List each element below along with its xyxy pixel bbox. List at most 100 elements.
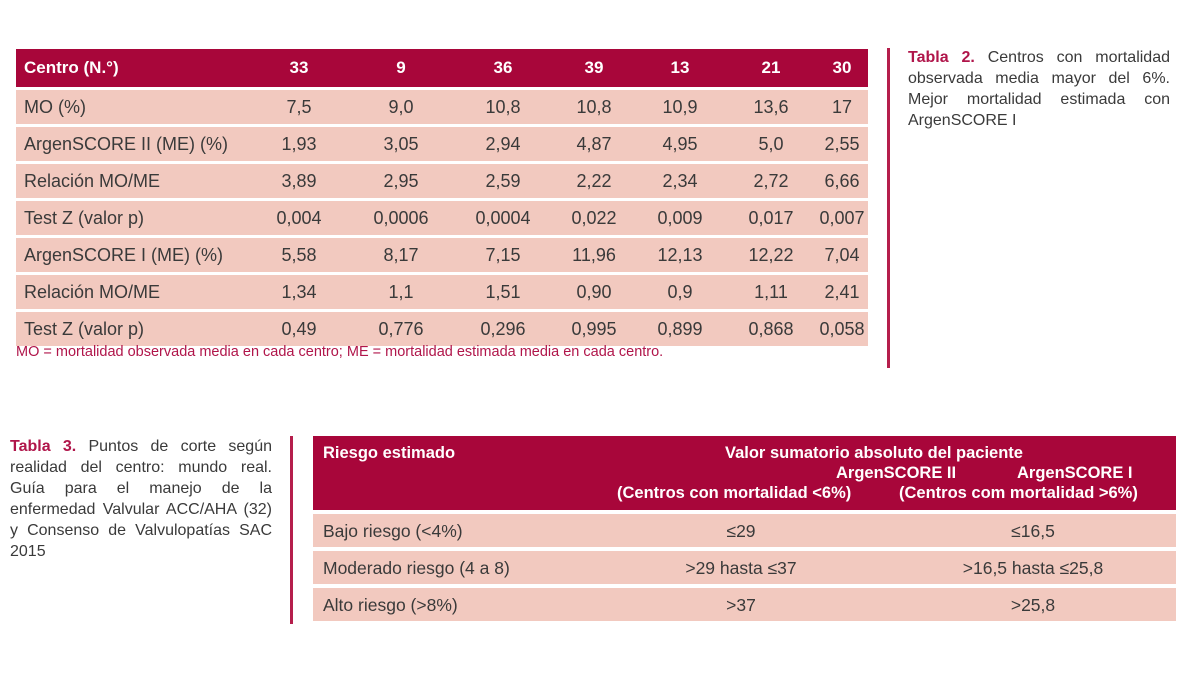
table-cell: 0,022 [554, 198, 634, 235]
table-row: Test Z (valor p) 0,49 0,776 0,296 0,995 … [16, 309, 868, 346]
table-cell: 10,8 [554, 87, 634, 124]
table-3-caption: Tabla 3. Puntos de corte según realidad … [10, 436, 272, 562]
risk-label: Moderado riesgo (4 a 8) [323, 558, 510, 578]
row-label: ArgenSCORE II (ME) (%) [16, 124, 248, 161]
row-label: Relación MO/ME [16, 272, 248, 309]
table-cell: 2,55 [816, 124, 868, 161]
header-cell: 36 [452, 49, 554, 87]
table-cell: 0,017 [726, 198, 816, 235]
table-cell: 7,04 [816, 235, 868, 272]
argenscore-ii-value: >29 hasta ≤37 [685, 558, 797, 578]
table-row: Relación MO/ME 1,34 1,1 1,51 0,90 0,9 1,… [16, 272, 868, 309]
table-cell: 3,05 [350, 124, 452, 161]
header-argenscore-ii: ArgenSCORE II [836, 464, 957, 482]
caption-text: Centros con mortalidad observada media m… [908, 49, 1170, 129]
row-label: Test Z (valor p) [16, 309, 248, 346]
table-cell: 12,22 [726, 235, 816, 272]
table-cell: 2,41 [816, 272, 868, 309]
risk-label: Alto riesgo (>8%) [323, 595, 458, 615]
table-cell: 1,51 [452, 272, 554, 309]
table-cell: 7,5 [248, 87, 350, 124]
table-cell: 4,95 [634, 124, 726, 161]
table-row: Alto riesgo (>8%) >37 >25,8 [313, 588, 1176, 621]
header-argenscore-i: ArgenSCORE I [1017, 464, 1133, 482]
row-label: Relación MO/ME [16, 161, 248, 198]
argenscore-ii-value: ≤29 [726, 521, 756, 541]
header-cell: 33 [248, 49, 350, 87]
table-cell: 0,776 [350, 309, 452, 346]
table-cell: 10,9 [634, 87, 726, 124]
table-2: Centro (N.°) 33 9 36 39 13 21 30 MO (%) … [16, 49, 868, 346]
header-cell: 39 [554, 49, 634, 87]
table-cell: 13,6 [726, 87, 816, 124]
table-cell: 5,58 [248, 235, 350, 272]
risk-label: Bajo riesgo (<4%) [323, 521, 463, 541]
table-cell: 12,13 [634, 235, 726, 272]
table-cell: 1,1 [350, 272, 452, 309]
table-cell: 7,15 [452, 235, 554, 272]
table-cell: 0,009 [634, 198, 726, 235]
table-cell: 11,96 [554, 235, 634, 272]
row-label: ArgenSCORE I (ME) (%) [16, 235, 248, 272]
table-2-footnote: MO = mortalidad observada media en cada … [16, 344, 664, 360]
table-cell: 6,66 [816, 161, 868, 198]
table-cell: 0,007 [816, 198, 868, 235]
table-cell: 0,058 [816, 309, 868, 346]
caption-divider [887, 48, 890, 368]
table-cell: 2,94 [452, 124, 554, 161]
table-cell: 0,995 [554, 309, 634, 346]
row-label: MO (%) [16, 87, 248, 124]
header-argenscore-ii-note: (Centros con mortalidad <6%) [617, 484, 852, 502]
header-argenscore-i-note: (Centros com mortalidad >6%) [899, 484, 1138, 502]
table-2-caption: Tabla 2. Centros con mortalidad observad… [908, 47, 1170, 131]
table-cell: 0,0006 [350, 198, 452, 235]
caption-label: Tabla 2. [908, 49, 975, 66]
table-row: Test Z (valor p) 0,004 0,0006 0,0004 0,0… [16, 198, 868, 235]
table-cell: 0,296 [452, 309, 554, 346]
table-cell: 2,95 [350, 161, 452, 198]
row-label: Test Z (valor p) [16, 198, 248, 235]
table-cell: 4,87 [554, 124, 634, 161]
table-row: Relación MO/ME 3,89 2,95 2,59 2,22 2,34 … [16, 161, 868, 198]
header-cell: 30 [816, 49, 868, 87]
table-row: ArgenSCORE II (ME) (%) 1,93 3,05 2,94 4,… [16, 124, 868, 161]
table-cell: 0,899 [634, 309, 726, 346]
argenscore-i-value: >25,8 [1010, 595, 1056, 615]
table-cell: 2,34 [634, 161, 726, 198]
table-cell: 17 [816, 87, 868, 124]
table-row: Moderado riesgo (4 a 8) >29 hasta ≤37 >1… [313, 551, 1176, 584]
caption-divider [290, 436, 293, 624]
row-label-text: Test Z (valor p) [24, 207, 145, 228]
table-cell: 8,17 [350, 235, 452, 272]
header-risk-label: Riesgo estimado [323, 444, 456, 462]
header-cell: Centro (N.°) [16, 49, 248, 87]
table-cell: 5,0 [726, 124, 816, 161]
table-cell: 1,93 [248, 124, 350, 161]
header-cell: 21 [726, 49, 816, 87]
caption-text: Puntos de corte según realidad del centr… [10, 438, 272, 560]
argenscore-i-value: ≤16,5 [1011, 521, 1055, 541]
table-cell: 2,22 [554, 161, 634, 198]
table-row: MO (%) 7,5 9,0 10,8 10,8 10,9 13,6 17 [16, 87, 868, 124]
argenscore-i-value: >16,5 hasta ≤25,8 [962, 558, 1104, 578]
table-row: Bajo riesgo (<4%) ≤29 ≤16,5 [313, 514, 1176, 547]
table-cell: 0,9 [634, 272, 726, 309]
table-cell: 0,0004 [452, 198, 554, 235]
table-cell: 0,868 [726, 309, 816, 346]
caption-label: Tabla 3. [10, 438, 77, 455]
table-cell: 0,49 [248, 309, 350, 346]
table-cell: 9,0 [350, 87, 452, 124]
table-cell: 10,8 [452, 87, 554, 124]
argenscore-ii-value: >37 [726, 595, 756, 615]
table-2-header-row: Centro (N.°) 33 9 36 39 13 21 30 [16, 49, 868, 87]
table-cell: 2,59 [452, 161, 554, 198]
table-cell: 0,004 [248, 198, 350, 235]
table-cell: 3,89 [248, 161, 350, 198]
header-cell: 9 [350, 49, 452, 87]
table-cell: 2,72 [726, 161, 816, 198]
table-cell: 1,11 [726, 272, 816, 309]
table-row: ArgenSCORE I (ME) (%) 5,58 8,17 7,15 11,… [16, 235, 868, 272]
header-cell: 13 [634, 49, 726, 87]
table-cell: 1,34 [248, 272, 350, 309]
table-cell: 0,90 [554, 272, 634, 309]
